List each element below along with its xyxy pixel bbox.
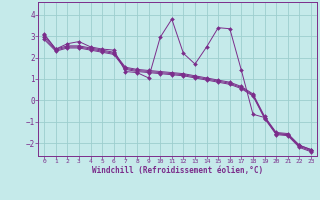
X-axis label: Windchill (Refroidissement éolien,°C): Windchill (Refroidissement éolien,°C) (92, 166, 263, 175)
